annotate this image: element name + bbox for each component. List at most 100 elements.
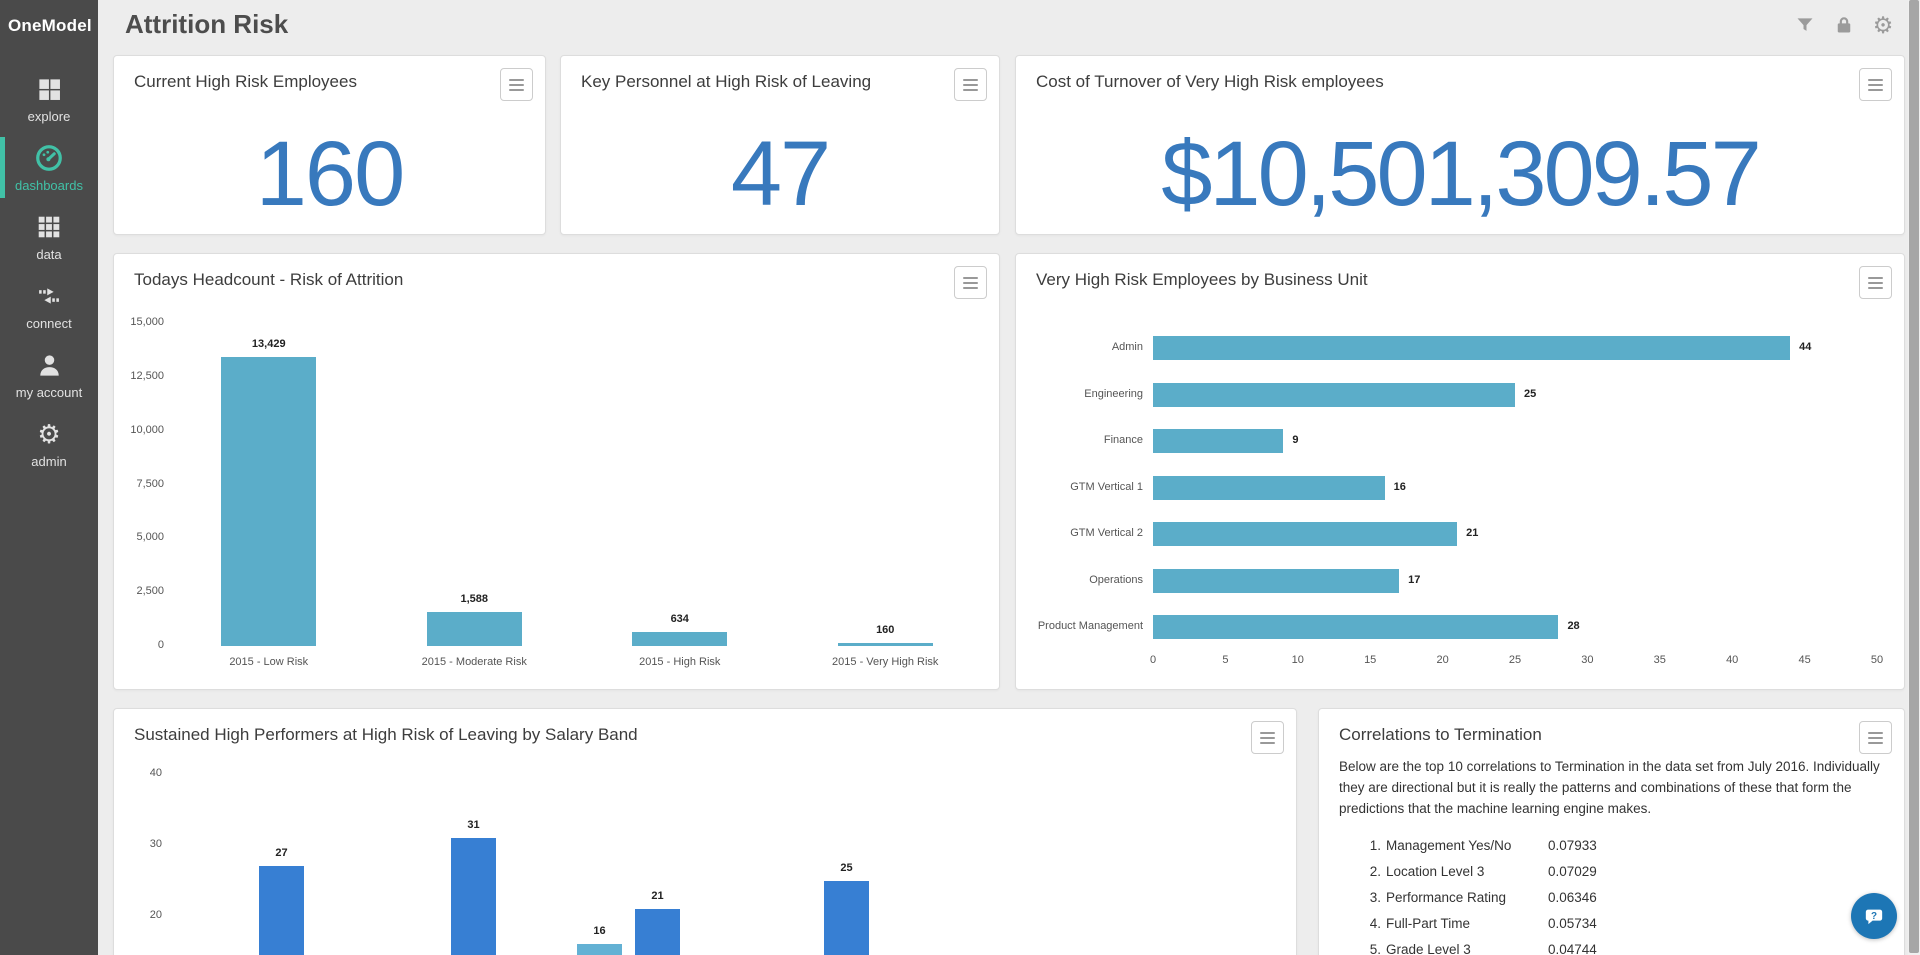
- arrows-transfer-icon: [34, 281, 64, 311]
- gauge-icon: [34, 143, 64, 173]
- bar-value-label: 21: [1466, 527, 1479, 539]
- x-axis-tick: 25: [1508, 654, 1522, 666]
- correlations-body: Below are the top 10 correlations to Ter…: [1339, 757, 1886, 955]
- sidebar-item-admin[interactable]: ⚙ admin: [0, 409, 98, 478]
- y-axis-tick: 7,500: [136, 477, 164, 490]
- sidebar-nav: explore dashboards: [0, 64, 98, 478]
- bar[interactable]: [259, 866, 304, 955]
- bar[interactable]: [221, 356, 317, 646]
- card-title: Very High Risk Employees by Business Uni…: [1036, 270, 1368, 289]
- y-axis-tick: 30: [149, 838, 162, 850]
- card-title: Sustained High Performers at High Risk o…: [134, 725, 638, 744]
- sidebar-item-label: admin: [31, 454, 67, 469]
- bar[interactable]: [635, 908, 680, 955]
- y-axis-tick: 20: [149, 909, 162, 921]
- filter-icon[interactable]: [1794, 14, 1816, 36]
- bar-value-label: 25: [1524, 387, 1537, 400]
- bar[interactable]: [577, 944, 622, 955]
- y-axis-tick: 0: [157, 639, 164, 651]
- bar[interactable]: [451, 837, 496, 955]
- card-menu-button[interactable]: [1251, 721, 1284, 754]
- grid-3x3-icon: [34, 212, 64, 242]
- kpi-card-key-personnel: Key Personnel at High Risk of Leaving 47: [560, 55, 1000, 235]
- correlation-item: 5. Grade Level 3 0.04744: [1339, 937, 1886, 955]
- x-category-label: 2015 - High Risk: [639, 656, 721, 668]
- card-menu-button[interactable]: [1859, 266, 1892, 299]
- sidebar-item-dashboards[interactable]: dashboards: [0, 133, 98, 202]
- kpi-value: $10,501,309.57: [1161, 123, 1762, 225]
- card-menu-button[interactable]: [1859, 721, 1892, 754]
- correlation-value: 0.07933: [1548, 838, 1597, 854]
- kpi-card-current-high-risk: Current High Risk Employees 160: [113, 55, 546, 235]
- bar-value-label: 13,429: [251, 337, 286, 350]
- correlation-item: 3. Performance Rating 0.06346: [1339, 886, 1886, 912]
- headcount-bar-chart: 15,000 12,500 10,000 7,500 5,000 2,500 0 13,429…: [114, 254, 999, 689]
- correlation-name: Grade Level 3: [1386, 941, 1471, 955]
- y-axis-tick: 40: [149, 767, 162, 779]
- bar[interactable]: [837, 642, 933, 646]
- gear-icon: ⚙: [37, 419, 61, 449]
- sidebar-item-data[interactable]: data: [0, 202, 98, 271]
- scrollbar-thumb[interactable]: [1909, 0, 1919, 953]
- correlation-name: Management Yes/No: [1386, 838, 1512, 854]
- bar[interactable]: [1153, 615, 1559, 639]
- sidebar-item-label: explore: [27, 109, 71, 124]
- correlation-name: Full-Part Time: [1386, 916, 1471, 932]
- card-menu-button[interactable]: [954, 68, 987, 101]
- bar-value-label: 17: [1408, 573, 1421, 586]
- card-title: Correlations to Termination: [1339, 725, 1542, 744]
- lock-icon[interactable]: [1833, 14, 1855, 36]
- correlation-rank: 5.: [1369, 941, 1381, 955]
- correlation-rank: 4.: [1369, 916, 1381, 932]
- bar[interactable]: [426, 611, 522, 646]
- bar[interactable]: [1153, 429, 1284, 453]
- grid-2x2-icon: [34, 74, 64, 104]
- bar[interactable]: [1153, 522, 1458, 546]
- bar-value-label: 44: [1799, 341, 1812, 353]
- onemodel-logo: OneModel: [8, 16, 92, 35]
- bar[interactable]: [1153, 568, 1400, 593]
- bar-value-label: 16: [593, 925, 606, 938]
- sidebar-item-explore[interactable]: explore: [0, 64, 98, 133]
- kpi-card-cost-of-turnover: Cost of Turnover of Very High Risk emplo…: [1015, 55, 1905, 235]
- x-axis-tick: 30: [1581, 654, 1594, 666]
- page-scrollbar[interactable]: [1908, 0, 1920, 955]
- sidebar-item-my-account[interactable]: my account: [0, 340, 98, 409]
- card-menu-button[interactable]: [500, 68, 533, 101]
- x-axis-tick: 45: [1798, 654, 1811, 666]
- correlation-value: 0.07029: [1548, 864, 1597, 880]
- correlation-rank: 1.: [1369, 838, 1381, 854]
- bar[interactable]: [632, 632, 728, 646]
- card-menu-button[interactable]: [954, 266, 987, 299]
- chart-card-headcount-risk: Todays Headcount - Risk of Attrition 15,…: [113, 253, 1000, 690]
- card-title: Todays Headcount - Risk of Attrition: [134, 270, 404, 289]
- x-axis-tick: 50: [1870, 654, 1884, 666]
- help-bubble-icon: ?: [1865, 909, 1883, 925]
- salary-band-bar-chart: 4030201002731162125: [114, 709, 1296, 955]
- correlation-value: 0.04744: [1548, 941, 1597, 955]
- correlation-name: Performance Rating: [1386, 890, 1507, 906]
- card-menu-button[interactable]: [1859, 68, 1892, 101]
- correlation-rank: 2.: [1369, 864, 1381, 880]
- active-indicator: [0, 137, 5, 198]
- help-chat-button[interactable]: ?: [1851, 893, 1897, 939]
- chart-card-business-unit: Very High Risk Employees by Business Uni…: [1015, 253, 1905, 690]
- y-category-label: Product Management: [1037, 620, 1143, 632]
- correlation-value: 0.05734: [1548, 916, 1597, 932]
- business-unit-bar-chart: Admin 44 Engineering 25 Finance 9 GTM Vertical…: [1016, 254, 1904, 689]
- y-category-label: Engineering: [1084, 387, 1143, 400]
- sidebar-item-connect[interactable]: connect: [0, 271, 98, 340]
- bar[interactable]: [824, 880, 869, 955]
- bar[interactable]: [1153, 336, 1791, 360]
- correlation-item: 2. Location Level 3 0.07029: [1339, 860, 1886, 886]
- x-axis-tick: 40: [1726, 654, 1739, 666]
- correlation-item: 4. Full-Part Time 0.05734: [1339, 912, 1886, 938]
- header-actions: ⚙: [1794, 11, 1894, 38]
- bar[interactable]: [1153, 382, 1515, 407]
- y-axis-tick: 12,500: [130, 369, 164, 382]
- correlation-value: 0.06346: [1548, 890, 1597, 906]
- correlations-intro: Below are the top 10 correlations to Ter…: [1339, 759, 1880, 816]
- bar[interactable]: [1153, 475, 1385, 500]
- settings-gear-icon[interactable]: ⚙: [1872, 11, 1894, 38]
